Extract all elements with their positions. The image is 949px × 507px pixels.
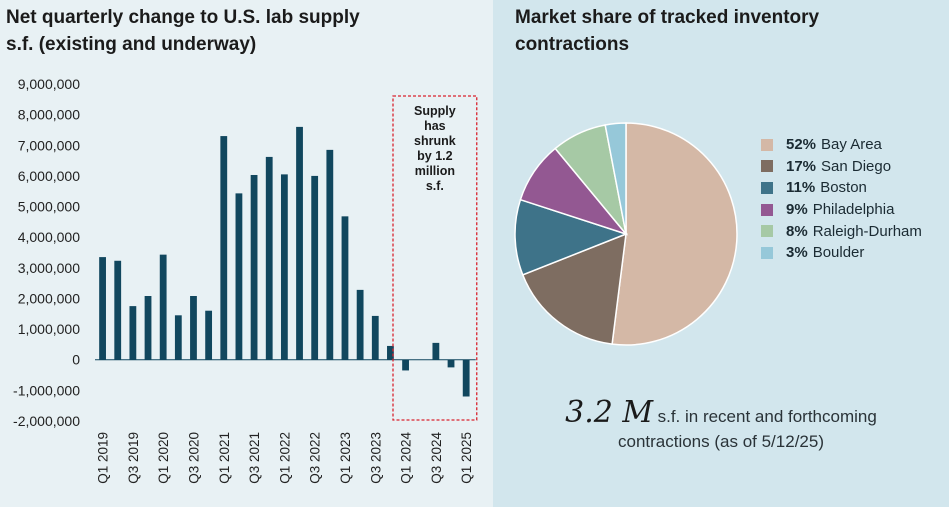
legend-percent: 52% xyxy=(786,136,817,154)
x-tick-label: Q1 2019 xyxy=(96,432,111,484)
bar-Q4-2021 xyxy=(265,156,273,360)
x-tick-label: Q1 2022 xyxy=(277,432,292,484)
legend-swatch xyxy=(761,225,773,238)
legend-swatch xyxy=(761,181,773,194)
bar-Q4-2020 xyxy=(205,310,213,360)
x-tick-label: Q1 2025 xyxy=(459,432,474,484)
bar-Q2-2023 xyxy=(356,289,364,360)
annotation-text: s.f. xyxy=(426,179,444,193)
left-panel: Net quarterly change to U.S. lab supply … xyxy=(0,0,493,507)
pie-chart-title-line1: Market share of tracked inventory xyxy=(515,7,820,28)
x-tick-label: Q3 2022 xyxy=(308,432,323,484)
x-tick-label: Q1 2024 xyxy=(399,432,414,484)
annotation-text: million xyxy=(415,164,455,178)
bar-chart-title-line1: Net quarterly change to U.S. lab supply xyxy=(6,7,360,28)
y-tick-label: 5,000,000 xyxy=(18,199,80,215)
legend-item: 17% San Diego xyxy=(761,156,922,178)
pie-slice-bay-area xyxy=(611,122,738,346)
y-tick-label: 4,000,000 xyxy=(18,229,80,245)
legend-percent: 9% xyxy=(786,201,808,219)
bar-Q4-2023 xyxy=(387,345,394,360)
y-tick-label: 1,000,000 xyxy=(18,321,80,337)
note-line2: contractions (as of 5/12/25) xyxy=(617,432,824,451)
bar-chart: 9,000,000 8,000,000 7,000,000 6,000,000 5,00… xyxy=(13,76,478,484)
y-tick-label: 2,000,000 xyxy=(18,290,80,306)
note-line1: s.f. in recent and forthcoming xyxy=(657,407,877,426)
legend-label: Boulder xyxy=(812,244,865,262)
bar-Q3-2020 xyxy=(190,296,197,360)
legend-label: Raleigh-Durham xyxy=(812,222,922,240)
right-panel: Market share of tracked inventory contra… xyxy=(493,0,949,507)
y-tick-label: 7,000,000 xyxy=(18,137,80,153)
legend-item: 8% Raleigh-Durham xyxy=(761,220,922,242)
y-tick-label: 3,000,000 xyxy=(18,260,80,276)
annotation-box xyxy=(392,95,478,421)
bar-Q1-2023 xyxy=(341,216,349,360)
bar-Q4-2019 xyxy=(144,296,152,360)
legend-percent: 17% xyxy=(786,157,817,175)
bar-Q3-2022 xyxy=(311,175,319,360)
pie-chart xyxy=(514,122,738,346)
bar-Q2-2021 xyxy=(235,193,243,360)
legend-item: 11% Boston xyxy=(761,177,922,199)
bar-Q1-2025 xyxy=(462,359,470,397)
legend-percent: 11% xyxy=(786,179,816,197)
y-tick-label: 9,000,000 xyxy=(18,76,80,92)
pie-slice-san-diego xyxy=(521,232,627,345)
legend-label: Philadelphia xyxy=(812,201,895,219)
legend-swatch xyxy=(761,160,773,173)
y-tick-label: 8,000,000 xyxy=(18,107,80,123)
bar-Q3-2019 xyxy=(129,306,137,360)
summary-note: 3.2 M s.f. in recent and forthcoming con… xyxy=(493,395,949,452)
x-tick-label: Q3 2020 xyxy=(186,432,201,484)
pie-chart-title: Market share of tracked inventory contra… xyxy=(515,4,935,58)
bar-Q1-2022 xyxy=(280,174,288,360)
y-tick-label: -2,000,000 xyxy=(13,413,80,429)
legend-item: 52% Bay Area xyxy=(761,134,922,156)
x-tick-label: Q1 2021 xyxy=(217,432,232,484)
bar-Q1-2024 xyxy=(402,359,409,371)
x-tick-label: Q3 2019 xyxy=(126,432,141,484)
x-tick-label: Q1 2020 xyxy=(156,432,171,484)
bar-Q2-2022 xyxy=(296,126,303,360)
bar-Q4-2024 xyxy=(447,359,455,368)
annotation-text: by 1.2 xyxy=(417,149,452,163)
bar-Q1-2020 xyxy=(159,254,167,360)
bar-Q2-2019 xyxy=(114,260,122,360)
legend-swatch xyxy=(761,203,773,216)
legend-percent: 3% xyxy=(786,244,808,262)
y-tick-label: -1,000,000 xyxy=(13,382,80,398)
y-tick-label: 0 xyxy=(72,352,80,368)
pie-legend: 52% Bay Area 17% San Diego 11% Boston 9% Philad… xyxy=(761,134,922,264)
legend-label: Boston xyxy=(820,179,867,197)
bar-Q1-2019 xyxy=(99,257,106,360)
annotation-text: Supply xyxy=(414,104,456,118)
legend-percent: 8% xyxy=(786,222,808,240)
annotation-text: has xyxy=(424,119,446,133)
legend-label: San Diego xyxy=(821,157,892,175)
y-tick-label: 6,000,000 xyxy=(18,168,80,184)
legend-item: 9% Philadelphia xyxy=(761,199,922,221)
pie-slice-boston xyxy=(514,198,629,276)
x-tick-label: Q3 2021 xyxy=(247,432,262,484)
x-tick-label: Q3 2024 xyxy=(429,432,444,484)
pie-slice-boulder xyxy=(604,122,627,235)
bar-Q3-2024 xyxy=(432,342,440,360)
legend-swatch xyxy=(761,246,773,259)
x-tick-label: Q3 2023 xyxy=(368,432,383,484)
bar-Q4-2022 xyxy=(326,149,334,360)
bar-Q3-2023 xyxy=(371,315,379,360)
annotation-text: shrunk xyxy=(414,134,456,148)
bar-Q1-2021 xyxy=(220,136,228,360)
bar-Q3-2021 xyxy=(250,174,258,360)
pie-chart-title-line2: contractions xyxy=(515,34,630,55)
bar-Q2-2020 xyxy=(174,315,182,360)
x-tick-label: Q1 2023 xyxy=(338,432,353,484)
bar-chart-title-line2: s.f. (existing and underway) xyxy=(6,34,257,55)
legend-swatch xyxy=(761,138,773,151)
big-number: 3.2 M xyxy=(565,395,654,430)
legend-label: Bay Area xyxy=(821,136,882,154)
bar-chart-title: Net quarterly change to U.S. lab supply … xyxy=(6,4,476,58)
legend-item: 3% Boulder xyxy=(761,242,922,264)
